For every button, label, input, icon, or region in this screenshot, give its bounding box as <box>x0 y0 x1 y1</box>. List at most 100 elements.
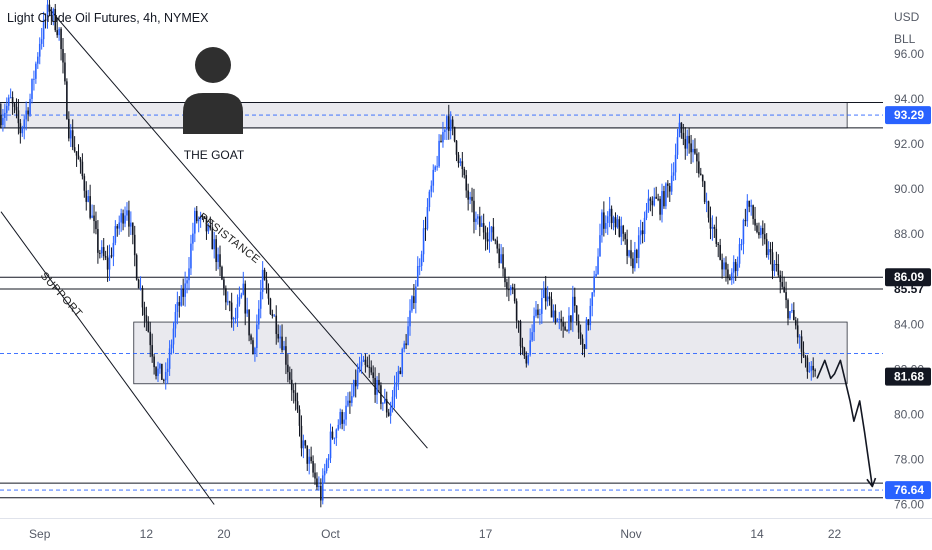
price-tag-label: 85.57 <box>894 282 924 296</box>
candle-body <box>147 321 150 332</box>
candle-body <box>192 233 194 244</box>
candle-body <box>33 78 35 80</box>
candle-body <box>207 225 210 232</box>
candle-body <box>360 361 363 367</box>
candle-body <box>498 248 500 264</box>
candle-body <box>570 315 572 322</box>
candle-body <box>372 372 374 378</box>
candle-body <box>482 223 485 233</box>
candle-body <box>492 226 495 240</box>
candle-body <box>763 234 766 240</box>
price-tick-label: 84.00 <box>894 317 924 331</box>
candle-body <box>539 313 541 315</box>
candle-body <box>201 215 204 217</box>
candle-body <box>0 114 2 125</box>
candle-body <box>684 139 687 149</box>
candle-body <box>597 256 599 274</box>
candle-body <box>634 249 636 269</box>
candle-body <box>197 219 200 222</box>
candle-body <box>730 272 733 281</box>
candle-body <box>781 282 783 287</box>
candle-body <box>748 200 751 207</box>
candle-body <box>254 347 256 354</box>
currency-usd: USD <box>894 10 920 24</box>
candle-body <box>515 301 518 321</box>
candle-body <box>11 97 14 104</box>
candle-body <box>380 385 382 404</box>
candle-body <box>83 176 86 191</box>
candle-body <box>711 227 714 229</box>
candle-body <box>230 302 233 320</box>
price-tick-label: 88.00 <box>894 227 924 241</box>
candle-body <box>300 425 303 449</box>
candle-body <box>320 485 322 501</box>
candle-body <box>99 252 101 254</box>
candle-body <box>628 250 630 256</box>
candle-body <box>5 105 8 113</box>
candle-body <box>496 240 499 249</box>
candle-body <box>575 305 578 321</box>
candle-body <box>358 366 361 371</box>
candle-body <box>40 39 43 44</box>
candle-body <box>674 154 677 173</box>
candle-body <box>756 225 758 233</box>
candle-body <box>170 344 173 349</box>
candle-body <box>351 396 353 403</box>
candle-body <box>203 216 206 218</box>
candle-body <box>163 379 165 381</box>
candle-body <box>401 348 404 374</box>
candle-body <box>746 200 749 222</box>
candle-body <box>789 311 791 319</box>
candle-body <box>77 155 80 160</box>
time-ticks: Sep 12 20 Oct 17 Nov 14 22 <box>29 527 841 541</box>
candle-body <box>194 210 196 234</box>
candle-body <box>614 217 617 228</box>
candle-body <box>219 254 221 267</box>
candle-body <box>552 310 555 318</box>
candle-body <box>814 370 816 372</box>
time-axis[interactable]: Sep 12 20 Oct 17 Nov 14 22 <box>0 518 932 550</box>
candle-body <box>587 319 590 326</box>
candle-body <box>624 233 626 240</box>
candle-body <box>701 175 704 182</box>
price-axis[interactable]: USD BLL 76.0078.0080.0082.0084.0086.0088… <box>883 0 932 518</box>
candle-body <box>645 210 648 218</box>
candle-body <box>506 282 508 289</box>
candle-body <box>116 226 119 229</box>
candle-body <box>595 273 597 277</box>
candle-body <box>694 148 696 154</box>
candle-body <box>796 325 799 338</box>
candle-body <box>591 292 594 306</box>
candle-body <box>480 223 483 227</box>
candle-body <box>475 218 477 222</box>
candle-body <box>2 118 4 125</box>
candle-body <box>616 219 619 228</box>
candle-body <box>428 191 431 208</box>
candle-body <box>577 320 580 333</box>
candle-body <box>145 315 148 322</box>
candle-body <box>29 98 31 115</box>
candle-body <box>793 310 795 321</box>
candle-body <box>750 205 752 207</box>
candle-body <box>657 198 659 200</box>
candle-body <box>430 185 433 192</box>
candle-body <box>131 222 134 235</box>
candle-body <box>486 239 489 242</box>
candle-body <box>670 175 673 192</box>
candle-body <box>31 79 33 99</box>
candle-body <box>517 320 520 322</box>
candle-body <box>267 288 270 299</box>
candle-body <box>387 412 390 416</box>
candle-body <box>184 283 186 297</box>
candle-body <box>283 346 285 350</box>
candle-body <box>316 478 318 488</box>
candle-body <box>676 137 679 155</box>
candle-body <box>97 229 99 253</box>
candle-body <box>137 279 140 289</box>
candle-body <box>151 345 153 357</box>
candle-body <box>226 301 229 303</box>
price-tag-label: 76.64 <box>894 483 924 497</box>
candle-body <box>66 81 68 119</box>
candle-body <box>742 220 745 245</box>
